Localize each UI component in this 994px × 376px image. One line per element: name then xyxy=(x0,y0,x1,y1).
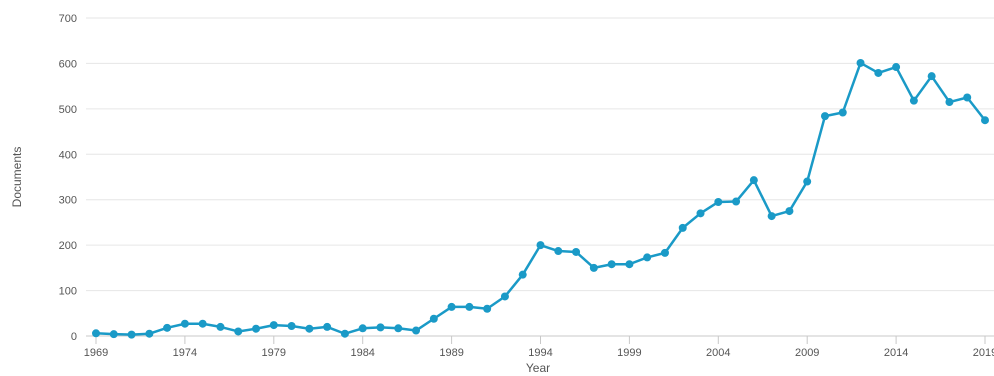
data-point-2018[interactable] xyxy=(963,93,972,102)
data-point-1972[interactable] xyxy=(145,329,154,338)
data-point-1992[interactable] xyxy=(500,292,509,301)
data-point-1986[interactable] xyxy=(394,324,403,333)
y-tick-label-600: 600 xyxy=(59,58,77,70)
x-tick-label-1994: 1994 xyxy=(528,347,552,359)
x-tick-label-2019: 2019 xyxy=(973,347,994,359)
y-tick-label-500: 500 xyxy=(59,104,77,116)
y-tick-label-700: 700 xyxy=(59,13,77,25)
data-point-1975[interactable] xyxy=(198,319,207,328)
data-point-1973[interactable] xyxy=(163,323,172,332)
data-point-1993[interactable] xyxy=(518,270,527,279)
data-point-2004[interactable] xyxy=(714,197,723,206)
y-tick-labels: 0 100 200 300 400 500 600 700 xyxy=(59,13,77,343)
data-point-1974[interactable] xyxy=(180,319,189,328)
data-point-1979[interactable] xyxy=(269,321,278,330)
data-point-1998[interactable] xyxy=(607,260,616,269)
x-tick-label-1984: 1984 xyxy=(350,347,374,359)
data-point-1980[interactable] xyxy=(287,322,296,331)
data-point-2017[interactable] xyxy=(945,98,954,107)
data-point-1996[interactable] xyxy=(572,247,581,256)
x-tick-label-1974: 1974 xyxy=(173,347,197,359)
data-point-2002[interactable] xyxy=(678,223,687,232)
data-point-1981[interactable] xyxy=(305,324,314,333)
series-line xyxy=(94,61,987,336)
data-point-1989[interactable] xyxy=(447,302,456,311)
data-point-1969[interactable] xyxy=(92,329,100,338)
data-point-2012[interactable] xyxy=(856,58,865,67)
x-tick-labels: 1969 1974 1979 1984 1989 1994 1999 2004 2009 2014… xyxy=(84,347,994,359)
data-point-1971[interactable] xyxy=(127,330,136,339)
data-point-2000[interactable] xyxy=(643,253,652,262)
data-point-2015[interactable] xyxy=(909,96,918,105)
data-point-1988[interactable] xyxy=(429,314,438,323)
y-tick-label-300: 300 xyxy=(59,195,77,207)
data-point-1987[interactable] xyxy=(412,326,421,335)
data-point-1982[interactable] xyxy=(323,322,332,331)
data-point-1977[interactable] xyxy=(234,327,243,336)
data-point-2014[interactable] xyxy=(892,63,901,72)
data-point-2010[interactable] xyxy=(820,112,829,121)
data-point-2005[interactable] xyxy=(732,197,741,206)
x-tick-label-1989: 1989 xyxy=(439,347,463,359)
y-axis-title: Documents xyxy=(10,147,24,208)
x-axis-title: Year xyxy=(526,361,550,375)
data-point-1999[interactable] xyxy=(625,260,634,269)
series-documents xyxy=(94,61,987,336)
data-point-1991[interactable] xyxy=(483,304,492,313)
data-points xyxy=(92,58,989,339)
data-point-2013[interactable] xyxy=(874,68,883,77)
x-tick-label-2009: 2009 xyxy=(795,347,819,359)
data-point-2016[interactable] xyxy=(927,72,936,81)
data-point-1970[interactable] xyxy=(109,330,118,339)
data-point-1978[interactable] xyxy=(252,324,261,333)
data-point-1984[interactable] xyxy=(358,324,367,333)
x-tick-label-1979: 1979 xyxy=(262,347,286,359)
x-tick-label-1969: 1969 xyxy=(84,347,108,359)
x-tick-label-2014: 2014 xyxy=(884,347,908,359)
x-tick-label-1999: 1999 xyxy=(617,347,641,359)
x-axis xyxy=(86,335,994,344)
data-point-2009[interactable] xyxy=(803,177,812,186)
data-point-2001[interactable] xyxy=(660,248,669,257)
data-point-1997[interactable] xyxy=(589,263,598,272)
y-tick-label-200: 200 xyxy=(59,240,77,252)
y-tick-label-0: 0 xyxy=(71,331,77,343)
data-point-2008[interactable] xyxy=(785,207,794,216)
y-grid-lines xyxy=(86,17,994,292)
data-point-2007[interactable] xyxy=(767,212,776,221)
data-point-1983[interactable] xyxy=(340,329,349,338)
data-point-1985[interactable] xyxy=(376,323,385,332)
data-point-1995[interactable] xyxy=(554,247,563,256)
y-tick-label-400: 400 xyxy=(59,149,77,161)
data-point-2006[interactable] xyxy=(749,176,758,185)
data-point-2019[interactable] xyxy=(981,116,989,125)
data-point-1976[interactable] xyxy=(216,322,225,331)
data-point-2011[interactable] xyxy=(838,108,847,117)
x-tick-label-2004: 2004 xyxy=(706,347,730,359)
data-point-1990[interactable] xyxy=(465,302,474,311)
data-point-1994[interactable] xyxy=(536,241,545,250)
y-tick-label-100: 100 xyxy=(59,286,77,298)
data-point-2003[interactable] xyxy=(696,209,705,218)
